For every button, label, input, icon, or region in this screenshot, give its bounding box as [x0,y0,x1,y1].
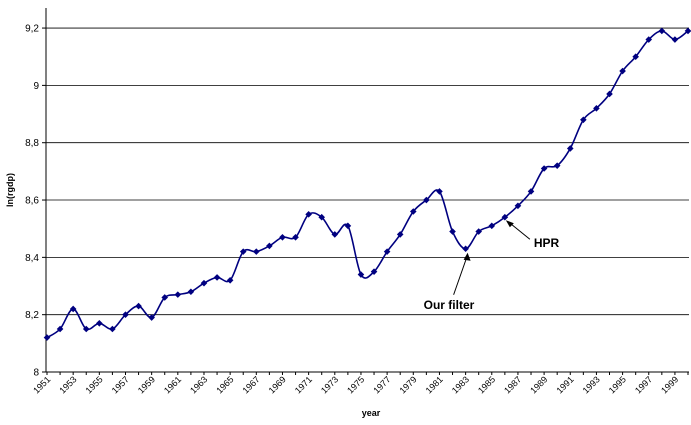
data-point [187,288,195,296]
annotations: HPR Our filter [424,220,560,312]
x-tick-label: 1991 [554,374,575,395]
x-tick-label: 1987 [502,374,523,395]
data-point [239,248,247,255]
data-point [475,228,482,235]
our-filter-arrowhead [463,252,471,261]
data-point [684,27,691,35]
data-point [658,27,666,35]
data-point [436,188,443,195]
data-point [96,319,103,327]
x-tick-label: 1975 [345,374,366,395]
hpr-arrow [508,221,531,240]
x-tick-label: 1965 [214,374,235,395]
x-tick-label: 1959 [136,374,157,395]
x-tick-label: 1977 [371,374,392,395]
data-point [213,274,221,281]
x-tick-label: 1993 [581,374,602,395]
data-point [318,213,326,221]
data-point [632,53,639,61]
data-point [43,334,51,341]
data-point [148,314,155,321]
annotation-hpr: HPR [534,236,560,250]
data-point [383,248,391,255]
x-tick-label: 1971 [293,374,314,395]
y-tick-label: 8,6 [25,196,39,207]
data-point [344,222,352,230]
hpr-arrowhead [505,220,514,228]
data-point [174,291,182,298]
x-tick-label: 1997 [633,374,654,395]
y-tick-label: 8,8 [25,138,39,149]
data-point [606,90,613,98]
data-point [109,325,116,333]
y-axis-ticks: 8 8,2 8,4 8,6 8,8 9 9,2 [25,24,46,379]
x-tick-label: 1953 [57,374,78,395]
data-points [43,27,691,341]
x-tick-label: 1995 [607,374,628,395]
data-point [619,67,626,75]
data-point [540,165,548,172]
x-axis-title: year [362,408,381,418]
series-line [46,30,689,339]
data-point [279,233,286,241]
data-point [122,311,129,318]
x-axis-ticks: 1951 1953 1955 1957 1959 1961 1963 1965 1967 1969… [31,372,689,396]
data-point [423,196,430,204]
data-point [226,276,234,284]
data-point [200,279,208,287]
data-point [409,208,417,215]
data-point [553,162,561,169]
x-tick-label: 1985 [476,374,497,395]
data-point [135,302,142,310]
data-point [462,245,469,253]
data-point [396,231,404,238]
data-point [566,145,574,152]
our-filter-arrow [453,257,468,295]
x-tick-label: 1989 [528,374,549,395]
x-tick-label: 1983 [450,374,471,395]
annotation-our-filter: Our filter [424,298,475,312]
data-point [305,211,312,218]
data-point [671,36,679,43]
x-tick-label: 1981 [424,374,445,395]
data-point [580,116,587,124]
y-tick-label: 8,2 [25,310,39,321]
data-point [331,231,339,238]
data-point [266,242,273,250]
x-tick-label: 1957 [110,374,131,395]
x-tick-label: 1963 [188,374,209,395]
y-axis-title: ln(rgdp) [5,173,15,207]
data-point [370,268,378,275]
x-tick-label: 1969 [267,374,288,395]
data-point [514,202,522,210]
x-tick-label: 1979 [397,374,418,395]
data-point [82,325,90,333]
data-point [253,248,260,255]
y-tick-label: 8 [33,368,39,379]
data-point [292,233,299,241]
x-tick-label: 1973 [319,374,340,395]
y-tick-label: 9 [33,81,39,92]
data-point [488,222,496,230]
data-point [501,213,509,221]
x-tick-label: 1955 [84,374,105,395]
data-point [69,305,77,313]
x-tick-label: 1961 [162,374,183,395]
data-point [161,294,169,301]
y-tick-label: 8,4 [25,253,39,264]
gridlines [46,27,689,316]
data-point [645,36,653,43]
data-point [357,271,365,278]
y-tick-label: 9,2 [25,24,39,35]
x-tick-label: 1967 [240,374,261,395]
data-point [593,105,600,112]
data-point [56,325,64,333]
x-tick-label: 1999 [659,374,680,395]
data-point [527,188,535,195]
data-point [449,228,456,235]
